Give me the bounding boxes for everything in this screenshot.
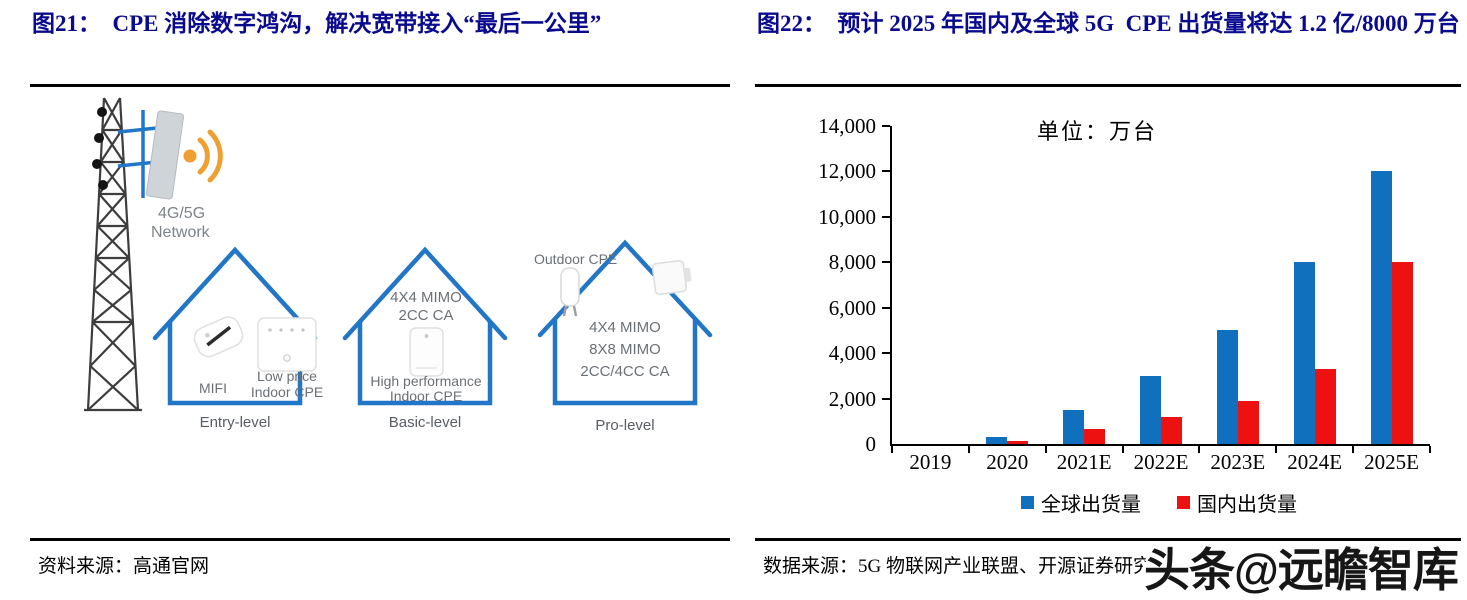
tower-rails	[84, 97, 142, 412]
house3-spec2: 8X8 MIMO	[589, 341, 661, 358]
bar-全球出货量-2022E	[1140, 376, 1161, 444]
y-axis-label: 2,000	[828, 386, 876, 411]
figure-21-bottom-rule	[30, 538, 730, 541]
figure-21-top-rule	[30, 84, 730, 87]
house1-roof	[152, 246, 318, 341]
y-axis-label: 0	[865, 432, 877, 456]
watermark: 头条@远瞻智库	[1144, 544, 1459, 596]
figure-22-bottom-rule	[755, 538, 1461, 541]
bar-全球出货量-2023E	[1216, 330, 1238, 444]
house3-walls	[552, 320, 698, 406]
bar-国内出货量-2020	[1007, 441, 1029, 444]
tier-basic-level: Basic-level	[389, 414, 462, 431]
legend-label: 全球出货量	[1041, 494, 1141, 516]
network-label-line1: 4G/5G	[158, 205, 205, 222]
legend-label: 国内出货量	[1197, 494, 1297, 516]
figure-21-panel: 图21： CPE 消除数字鸿沟，解决宽带接入“最后一公里” 4G	[30, 0, 730, 599]
house3-spec1: 4X4 MIMO	[589, 319, 661, 336]
y-axis-tick	[882, 215, 890, 218]
x-axis-label: 2019	[909, 450, 952, 474]
legend-swatch	[1021, 496, 1034, 509]
house2-label-line1: High performance	[370, 373, 481, 389]
bar-国内出货量-2023E	[1237, 401, 1259, 444]
house2-spec2: 2CC CA	[398, 307, 453, 324]
cpe-diagram-svg: 4G/5G Network MIFI Low price	[84, 97, 713, 434]
indoor-cpe-device	[257, 317, 317, 372]
figure-21-source: 资料来源：高通官网	[38, 556, 210, 577]
chart-legend: 全球出货量 国内出货量	[890, 488, 1428, 517]
outdoor-cpe-label: Outdoor CPE	[534, 251, 617, 267]
x-axis-tick	[1121, 446, 1124, 453]
x-axis-tick	[1352, 446, 1355, 453]
y-axis-tick	[882, 352, 890, 355]
x-axis-tick	[967, 446, 970, 453]
figure-21-diagram: 4G/5G Network MIFI Low price	[30, 90, 730, 535]
shipment-bar-chart: 单位：万台 0 2,000 4,000 6,000 8,000 10,000 12,000 1…	[755, 96, 1461, 532]
x-axis-label: 2021E	[1056, 450, 1112, 474]
x-axis-label: 2025E	[1364, 450, 1419, 474]
bar-全球出货量-2020	[986, 437, 1008, 444]
outdoor-panel-device	[651, 259, 692, 296]
legend-item-全球出货量: 全球出货量	[1021, 488, 1141, 517]
antenna-panel	[146, 110, 184, 200]
bar-国内出货量-2024E	[1314, 369, 1336, 444]
mifi-device	[193, 316, 244, 358]
figure-21-title: 图21： CPE 消除数字鸿沟，解决宽带接入“最后一公里”	[32, 11, 602, 36]
figure-22-panel: 图22： 预计 2025 年国内及全球 5G CPE 出货量将达 1.2 亿/8…	[755, 0, 1461, 599]
house2-walls	[357, 322, 493, 406]
y-axis-tick	[882, 125, 890, 127]
x-axis-label: 2022E	[1133, 450, 1189, 474]
tower-antenna-dots	[92, 107, 108, 190]
indoor-cpe-label-line2: Indoor CPE	[251, 384, 323, 400]
y-axis-label: 14,000	[818, 114, 876, 138]
bar-国内出货量-2022E	[1161, 417, 1182, 444]
x-axis-tick	[1044, 446, 1047, 453]
legend-item-国内出货量: 国内出货量	[1177, 488, 1297, 517]
chart-unit-label: 单位：万台	[1037, 119, 1158, 144]
signal-waves-icon	[183, 129, 223, 183]
mifi-label: MIFI	[199, 380, 227, 396]
figure-22-source: 数据来源：5G 物联网产业联盟、开源证券研究所	[763, 556, 1171, 577]
bar-全球出货量-2025E	[1370, 171, 1392, 444]
y-axis-label: 10,000	[818, 204, 876, 229]
tier-pro-level: Pro-level	[595, 417, 654, 434]
y-axis-tick	[882, 170, 890, 173]
house2-roof	[342, 246, 508, 341]
tower-braces	[87, 97, 139, 411]
x-axis-label: 2024E	[1287, 450, 1343, 474]
x-axis-tick	[891, 446, 893, 453]
y-axis-label: 12,000	[818, 159, 876, 184]
y-axis-tick	[882, 261, 890, 264]
y-axis-label: 8,000	[828, 250, 876, 275]
house3-spec3: 2CC/4CC CA	[580, 363, 669, 380]
x-axis-tick	[1275, 446, 1278, 453]
figure-22-top-rule	[755, 84, 1461, 87]
bar-国内出货量-2021E	[1084, 429, 1106, 444]
x-axis-label: 2020	[986, 450, 1029, 474]
cell-tower	[84, 97, 142, 412]
x-axis-label: 2023E	[1210, 450, 1266, 474]
house-basic-level: 4X4 MIMO 2CC CA High performance Indoor …	[342, 246, 508, 431]
chart-plot-area: 0 2,000 4,000 6,000 8,000 10,000 12,000 14,000 2…	[818, 115, 1431, 474]
house-entry-level: MIFI Low price Indoor CPE Entry-level	[152, 246, 323, 431]
x-axis-tick	[1429, 446, 1431, 453]
y-axis-tick	[882, 306, 890, 309]
house2-spec1: 4X4 MIMO	[390, 289, 462, 306]
x-axis-tick	[1198, 446, 1201, 453]
y-axis-label: 6,000	[828, 295, 876, 320]
figure-22-title: 图22： 预计 2025 年国内及全球 5G CPE 出货量将达 1.2 亿/8…	[757, 11, 1460, 36]
legend-swatch	[1177, 496, 1190, 509]
bar-国内出货量-2025E	[1391, 262, 1413, 444]
outdoor-cpe-device	[560, 267, 580, 317]
y-axis-tick	[882, 397, 890, 400]
high-performance-cpe-device	[409, 327, 444, 377]
house-pro-level: Outdoor CPE 4X4 MIMO 8X8 MIMO 2CC/4CC CA…	[534, 239, 713, 434]
indoor-cpe-label-line1: Low price	[257, 368, 317, 384]
network-label-line2: Network	[151, 224, 211, 241]
bar-全球出货量-2024E	[1293, 262, 1315, 444]
tier-entry-level: Entry-level	[200, 414, 271, 431]
y-axis-label: 4,000	[828, 341, 876, 366]
house2-label-line2: Indoor CPE	[390, 388, 462, 404]
bar-全球出货量-2021E	[1063, 410, 1085, 444]
